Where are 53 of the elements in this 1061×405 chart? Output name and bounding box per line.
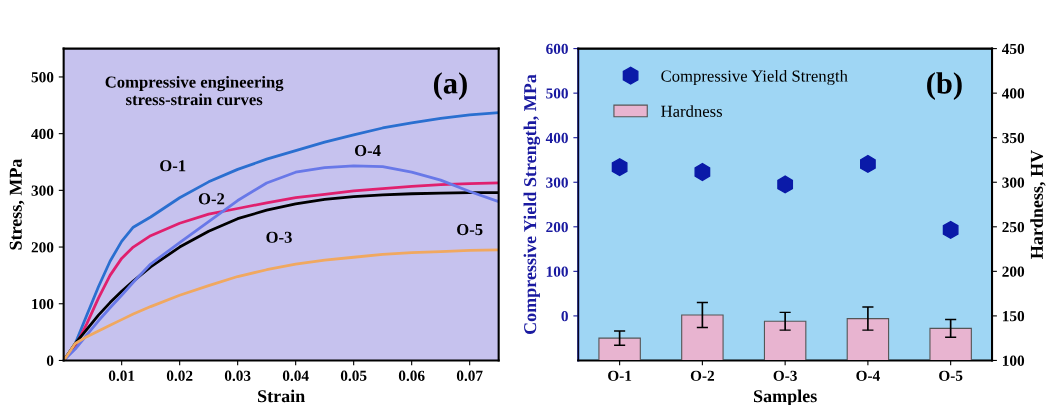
x-axis-title: Samples: [754, 389, 817, 405]
y-tick-label: 400: [545, 132, 568, 144]
y-tick-label: 500: [546, 88, 568, 99]
y-axis-title: Compressive Yield Strength, MPa: [523, 74, 541, 335]
y2-tick-label: 450: [1001, 43, 1025, 55]
y2-tick-label: 250: [1002, 221, 1025, 233]
series-label: O-3: [266, 231, 292, 243]
annotation: (b): [927, 72, 962, 100]
x-axis-title: Strain: [258, 389, 305, 403]
y-tick-label: 0: [561, 311, 568, 322]
point: [777, 175, 794, 194]
annotation: Compressive engineering stress-strain curves: [105, 75, 284, 106]
y-tick-label: 600: [546, 43, 568, 55]
series-label: O-5: [457, 223, 483, 236]
y2-tick-label: 200: [1002, 266, 1025, 277]
x-tick-label: O-2: [690, 370, 715, 381]
x-tick-label: 0.07: [456, 370, 483, 381]
y-tick-label: 100: [546, 266, 568, 277]
y-tick-label: 200: [31, 242, 54, 253]
y-tick-label: 200: [546, 221, 568, 233]
y2-tick-label: 100: [1002, 355, 1025, 366]
x-tick-label: 0.03: [224, 370, 251, 381]
x-tick-label: 0.01: [108, 370, 135, 381]
x-tick-label: 0.06: [398, 370, 425, 381]
x-tick-label: 0.04: [282, 370, 309, 381]
legend-label: Hardness: [661, 105, 723, 117]
x-tick-label: O-3: [773, 370, 797, 381]
series-label: O-2: [198, 193, 225, 205]
legend-label: Compressive Yield Strength: [661, 69, 848, 86]
x-tick-label: O-1: [608, 370, 632, 381]
annotation: (a): [433, 72, 467, 100]
y-tick-label: 300: [546, 177, 568, 188]
y2-tick-label: 300: [1002, 177, 1025, 188]
point: [694, 162, 711, 182]
x-tick-label: 0.05: [340, 370, 367, 381]
y-tick-label: 300: [31, 185, 54, 196]
series-label: O-4: [354, 145, 381, 157]
y2-tick-label: 400: [1001, 88, 1025, 99]
x-tick-label: O-5: [939, 370, 963, 381]
point: [859, 154, 876, 174]
point: [611, 158, 628, 177]
series-label: O-1: [160, 160, 186, 172]
y2-tick-label: 150: [1002, 311, 1025, 322]
x-tick-label: O-4: [856, 370, 880, 381]
y2-axis-title: Hardness, HV: [1030, 150, 1046, 259]
y-tick-label: 100: [32, 298, 54, 310]
y-tick-label: 400: [31, 128, 54, 140]
y2-tick-label: 350: [1002, 132, 1025, 144]
y-tick-label: 0: [46, 355, 54, 366]
y-axis-title: Stress, MPa: [9, 158, 25, 250]
y-tick-label: 500: [31, 72, 54, 83]
point: [942, 220, 959, 239]
x-tick-label: 0.02: [166, 370, 193, 381]
